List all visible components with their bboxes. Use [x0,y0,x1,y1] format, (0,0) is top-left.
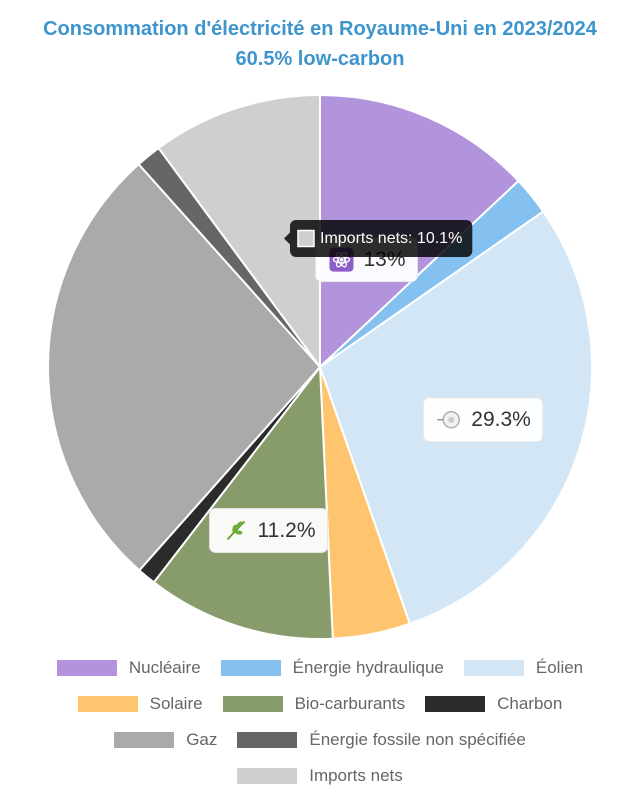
pie-chart[interactable]: 13%29.3%11.2%Imports nets: 10.1% [0,0,640,650]
data-label-text: 11.2% [258,519,316,542]
tooltip-text: Imports nets: 10.1% [320,230,462,247]
chart-subtitle: 60.5% low-carbon [235,48,405,70]
legend-swatch [425,696,486,712]
legend-item-charbon[interactable]: Charbon [425,694,562,714]
legend-swatch [222,696,283,712]
legend-label: Éolien [535,658,584,677]
legend-row: Solaire Bio-carburants Charbon [0,686,640,722]
legend-swatch [463,660,524,676]
legend-row: Nucléaire Énergie hydraulique Éolien [0,650,640,686]
legend-swatch [237,768,298,784]
legend-item-energie-fossile-non-specifiee[interactable]: Énergie fossile non spécifiée [237,730,526,750]
legend-item-imports-nets[interactable]: Imports nets [237,766,403,786]
legend: Nucléaire Énergie hydraulique Éolien Solai… [0,650,640,794]
slice-gaz[interactable] [47,162,322,572]
legend-swatch [220,660,281,676]
legend-label: Gaz [186,730,218,749]
legend-label: Imports nets [309,766,403,785]
tooltip-swatch [297,229,315,248]
legend-label: Énergie hydraulique [292,658,444,677]
legend-item-energie-hydraulique[interactable]: Énergie hydraulique [220,658,444,678]
legend-swatch [56,660,117,676]
tooltip: Imports nets: 10.1% [284,220,473,257]
wind-turbine-icon [437,410,461,429]
legend-item-eolien[interactable]: Éolien [463,658,584,678]
legend-label: Charbon [497,694,563,713]
legend-label: Solaire [149,694,203,713]
legend-swatch [237,732,298,748]
legend-item-solaire[interactable]: Solaire [77,694,203,714]
leaf-icon [226,520,246,541]
legend-swatch [77,696,138,712]
slice-bio-carburants[interactable] [152,364,334,641]
legend-label: Nucléaire [128,658,201,677]
legend-swatch [114,732,175,748]
data-label-eolien: 29.3% [422,397,544,443]
legend-item-bio-carburants[interactable]: Bio-carburants [222,694,406,714]
legend-item-gaz[interactable]: Gaz [114,730,217,750]
legend-row: Imports nets [0,758,640,794]
legend-item-nucleaire[interactable]: Nucléaire [56,658,201,678]
chart-title: Consommation d'électricité en Royaume-Un… [43,18,597,40]
data-label-bio-carburants: 11.2% [209,507,329,553]
data-label-text: 29.3% [471,408,531,431]
slice-imports-nets[interactable] [157,93,321,371]
legend-row: Gaz Énergie fossile non spécifiée [0,722,640,758]
legend-label: Bio-carburants [294,694,406,713]
legend-label: Énergie fossile non spécifiée [309,730,526,749]
